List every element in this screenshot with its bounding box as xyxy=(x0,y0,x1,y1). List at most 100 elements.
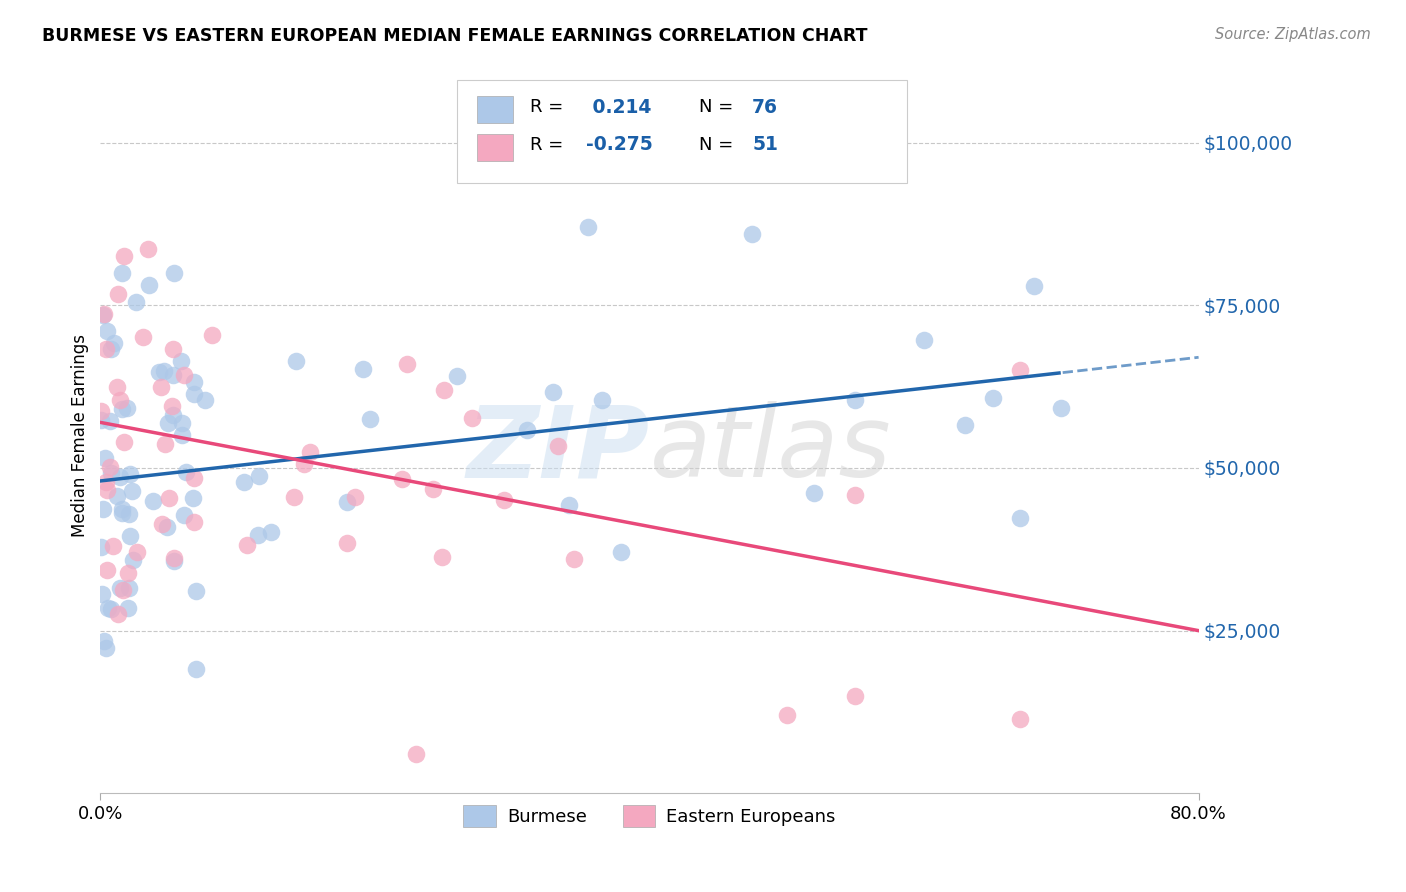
Text: Source: ZipAtlas.com: Source: ZipAtlas.com xyxy=(1215,27,1371,42)
Point xyxy=(516,423,538,437)
Point xyxy=(844,689,866,703)
Point xyxy=(100,460,122,475)
Point xyxy=(101,540,124,554)
Point xyxy=(610,544,633,558)
Point xyxy=(108,470,131,484)
Point xyxy=(1010,712,1032,726)
Point xyxy=(547,439,569,453)
Point xyxy=(562,552,585,566)
Text: R =: R = xyxy=(530,98,569,116)
Point xyxy=(186,584,208,599)
Point xyxy=(236,538,259,552)
Point xyxy=(96,324,118,338)
Text: 0.214: 0.214 xyxy=(586,97,651,117)
Point xyxy=(153,436,176,450)
Point xyxy=(150,380,173,394)
Point xyxy=(591,392,613,407)
Text: 51: 51 xyxy=(752,135,778,154)
Point xyxy=(152,364,174,378)
Point xyxy=(170,354,193,368)
Point xyxy=(108,582,131,596)
Point xyxy=(953,417,976,432)
Point xyxy=(103,335,125,350)
Point xyxy=(353,362,375,376)
Point xyxy=(576,220,599,235)
Point xyxy=(183,376,205,390)
Point xyxy=(446,369,468,384)
Point xyxy=(163,266,186,280)
Point xyxy=(395,357,418,371)
Point xyxy=(98,414,121,428)
Point xyxy=(162,408,184,422)
Point xyxy=(100,602,122,616)
Point xyxy=(405,747,427,762)
Point xyxy=(96,483,118,497)
Point xyxy=(172,427,194,442)
Point xyxy=(260,525,283,540)
Point xyxy=(176,465,198,479)
Point xyxy=(336,536,359,550)
Point xyxy=(105,380,128,394)
Point xyxy=(844,487,866,501)
Point xyxy=(117,566,139,580)
Point xyxy=(247,528,270,542)
Point xyxy=(162,368,184,382)
Legend: Burmese, Eastern Europeans: Burmese, Eastern Europeans xyxy=(456,798,842,834)
Point xyxy=(91,587,114,601)
Point xyxy=(1050,401,1073,416)
Text: ZIP: ZIP xyxy=(467,401,650,499)
Point xyxy=(91,308,114,322)
Point xyxy=(460,411,482,425)
Point xyxy=(93,634,115,648)
Point xyxy=(741,227,763,241)
Point xyxy=(912,333,935,347)
Point xyxy=(163,551,186,566)
Point xyxy=(148,365,170,379)
Point xyxy=(90,413,112,427)
Point xyxy=(173,368,195,383)
Point xyxy=(183,470,205,484)
Point xyxy=(93,307,115,321)
Point xyxy=(776,708,799,723)
Point xyxy=(117,601,139,615)
Point xyxy=(183,515,205,529)
Point xyxy=(1010,510,1032,524)
Point xyxy=(335,495,357,509)
Text: R =: R = xyxy=(530,136,569,153)
Point xyxy=(94,450,117,465)
Point xyxy=(111,501,134,516)
Point xyxy=(105,489,128,503)
Point xyxy=(194,392,217,407)
Point xyxy=(298,444,321,458)
Text: N =: N = xyxy=(699,98,738,116)
Point xyxy=(94,342,117,356)
Text: 76: 76 xyxy=(752,97,778,117)
Point xyxy=(100,342,122,356)
Point xyxy=(96,563,118,577)
Point xyxy=(285,354,308,368)
Point xyxy=(120,529,142,543)
Point xyxy=(142,494,165,508)
Point xyxy=(156,416,179,430)
Text: atlas: atlas xyxy=(650,401,891,499)
Point xyxy=(107,286,129,301)
Point xyxy=(111,582,134,597)
Point xyxy=(344,490,367,504)
Point xyxy=(233,475,256,489)
Point xyxy=(97,600,120,615)
Point xyxy=(844,393,866,408)
Point xyxy=(183,491,205,506)
Point xyxy=(432,384,454,398)
Text: N =: N = xyxy=(699,136,738,153)
Point xyxy=(118,581,141,595)
Point xyxy=(160,399,183,413)
Point xyxy=(112,434,135,449)
Point xyxy=(136,242,159,256)
Point xyxy=(111,266,134,280)
Point xyxy=(170,416,193,430)
Point xyxy=(162,342,184,356)
Point xyxy=(90,540,112,554)
Point xyxy=(183,386,205,401)
Point xyxy=(131,329,153,343)
Point xyxy=(124,294,146,309)
